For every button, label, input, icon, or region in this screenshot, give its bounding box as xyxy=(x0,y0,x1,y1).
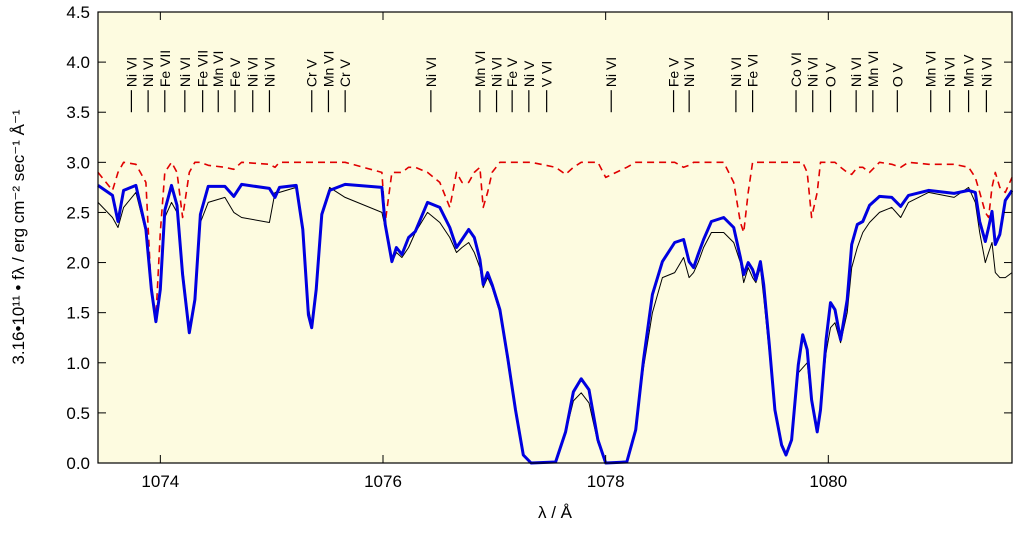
line-id-label: Ni VI xyxy=(603,57,619,87)
line-id-label: Fe VII xyxy=(195,50,211,87)
line-id-label: Ni VI xyxy=(728,57,744,87)
line-id-label: Ni VI xyxy=(978,57,994,87)
line-id-label: Ni VI xyxy=(123,57,139,87)
line-id-label: Cr V xyxy=(304,59,320,88)
x-tick-label: 1080 xyxy=(809,472,847,491)
line-id-label: Mn V xyxy=(961,54,977,87)
x-tick-label: 1078 xyxy=(587,472,625,491)
y-tick-label: 3.0 xyxy=(66,153,90,172)
line-id-label: Mn VI xyxy=(923,51,939,88)
y-tick-label: 2.0 xyxy=(66,254,90,273)
line-id-label: Fe VII xyxy=(157,50,173,87)
spectrum-line xyxy=(97,182,1013,465)
line-id-label: Ni VI xyxy=(848,57,864,87)
plot-area: Ni VI Ni VI Fe VII Ni VI Fe VII Mn VI Fe V Ni V… xyxy=(97,50,1013,465)
line-id-label: Cr V xyxy=(337,59,353,88)
line-id-label: Mn VI xyxy=(472,51,488,88)
line-id-label: Ni VI xyxy=(245,57,261,87)
line-id-label: Fe V xyxy=(666,57,682,87)
line-id-label: Ni VI xyxy=(942,57,958,87)
y-tick-label: 2.5 xyxy=(66,203,90,222)
x-tick-label: 1076 xyxy=(364,472,402,491)
x-tick-label: 1074 xyxy=(141,472,179,491)
line-id-label: Mn VI xyxy=(865,51,881,88)
line-id-label: Mn VI xyxy=(320,51,336,88)
spectrum-line xyxy=(97,161,1013,319)
line-id-label: Ni VI xyxy=(261,57,277,87)
plot-background xyxy=(98,12,1012,463)
line-id-label: Ni VI xyxy=(489,57,505,87)
plot-frame xyxy=(97,11,1013,464)
y-tick-label: 4.0 xyxy=(66,53,90,72)
y-tick-label: 3.5 xyxy=(66,103,90,122)
line-id-label: Fe V xyxy=(227,57,243,87)
line-id-label: Mn VI xyxy=(210,51,226,88)
line-id-label: Ni VI xyxy=(140,57,156,87)
line-id-label: V VI xyxy=(539,61,555,87)
line-id-label: O V xyxy=(823,62,839,87)
y-tick-label: 1.0 xyxy=(66,354,90,373)
line-id-label: Ni V xyxy=(521,60,537,87)
line-id-label: Fe V xyxy=(504,57,520,87)
y-tick-label: 0.0 xyxy=(66,454,90,473)
line-id-label: Ni VI xyxy=(805,57,821,87)
line-id-label: Ni VI xyxy=(423,57,439,87)
line-id-label: Fe VI xyxy=(745,54,761,87)
y-axis-label: 3.16•10¹¹ • fλ / erg cm⁻² sec⁻¹ Å⁻¹ xyxy=(9,109,28,364)
y-tick-label: 4.5 xyxy=(66,3,90,22)
y-tick-label: 0.5 xyxy=(66,404,90,423)
line-id-label: Co VI xyxy=(788,52,804,87)
x-axis-label: λ / Å xyxy=(538,503,573,522)
line-id-label: O V xyxy=(889,62,905,87)
line-id-label: Ni VI xyxy=(681,57,697,87)
y-tick-label: 1.5 xyxy=(66,304,90,323)
line-id-label: Ni VI xyxy=(177,57,193,87)
